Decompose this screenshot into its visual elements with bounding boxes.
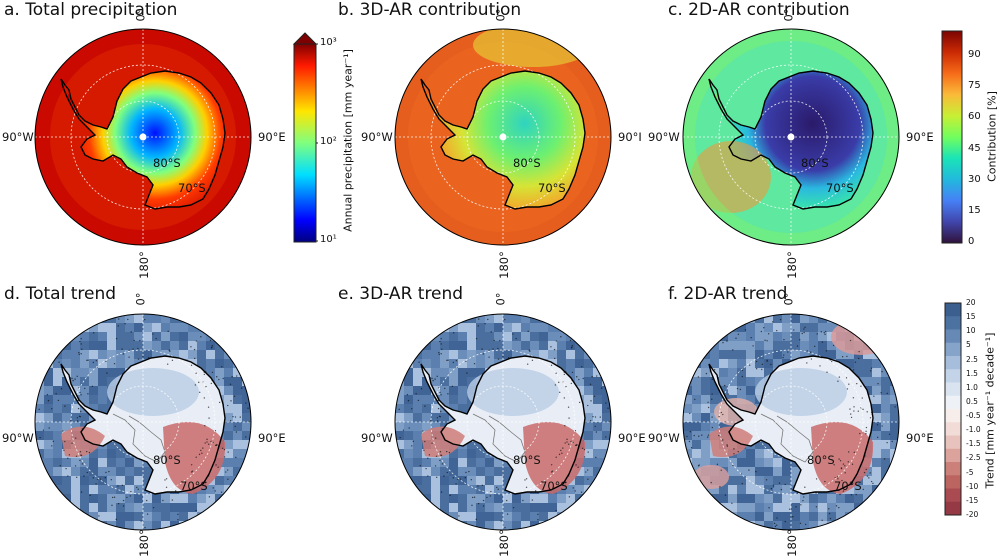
trend-tick: -2.5 (966, 453, 981, 463)
trend-colorbar (944, 302, 962, 516)
panel-d-lon-bottom: 180° (136, 529, 151, 557)
panel-f-lat-inner: 80°S (807, 453, 835, 467)
panel-f-title: f. 2D-AR trend (668, 284, 788, 304)
contribution-colorbar (941, 30, 963, 244)
panel-f-lon-left: 90°W (648, 431, 680, 445)
panel-f-lon-top: 0° (781, 292, 796, 306)
map-panel-f (682, 313, 900, 531)
map-panel-a (34, 28, 252, 246)
panel-c-lon-left: 90°W (648, 130, 680, 144)
panel-c-lon-right: 90°E (906, 130, 934, 144)
map-panel-b (394, 28, 612, 246)
panel-e-lon-top: 0° (493, 292, 508, 306)
panel-b-lon-bottom: 180° (496, 251, 511, 279)
panel-d-lat-outer: 70°S (180, 479, 208, 493)
panel-e-lon-right: 90°E (618, 431, 646, 445)
map-panel-d (34, 313, 252, 531)
panel-b-lat-inner: 80°S (513, 156, 541, 170)
contrib-tick-30: 30 (968, 174, 981, 185)
panel-c-title: c. 2D-AR contribution (668, 0, 850, 20)
panel-d-lon-top: 0° (133, 292, 148, 306)
precip-colorbar (292, 32, 318, 243)
trend-tick: -20 (966, 510, 979, 519)
panel-d-lon-left: 90°W (2, 431, 34, 445)
panel-f-lat-outer: 70°S (834, 479, 862, 493)
contrib-tick-15: 15 (968, 205, 981, 216)
trend-tick: 1.0 (966, 382, 978, 392)
panel-d-title: d. Total trend (4, 284, 117, 304)
precip-colorbar-label: Annual precipitation [mm year⁻¹] (341, 49, 355, 232)
trend-tick: -0.5 (966, 411, 981, 421)
panel-d-lat-inner: 80°S (153, 453, 181, 467)
panel-c-lon-top: 0° (781, 8, 796, 22)
trend-tick: 1.5 (966, 368, 978, 378)
panel-a-lon-right: 90°E (258, 130, 286, 144)
trend-tick: 20 (966, 298, 976, 307)
precip-tick-1000: 10³ (320, 37, 337, 48)
trend-tick: -1.5 (966, 439, 981, 449)
panel-e-lat-inner: 80°S (513, 453, 541, 467)
panel-b-lon-left: 90°W (361, 130, 393, 144)
panel-e-lat-outer: 70°S (540, 479, 568, 493)
panel-c-lat-outer: 70°S (826, 181, 854, 195)
panel-e-lon-bottom: 180° (496, 529, 511, 557)
panel-a-lon-top: 0° (133, 8, 148, 22)
panel-a-lat-outer: 70°S (178, 181, 206, 195)
panel-e-lon-left: 90°W (361, 431, 393, 445)
panel-e-title: e. 3D-AR trend (338, 284, 464, 304)
trend-tick: 5 (966, 340, 971, 350)
contrib-tick-60: 60 (968, 111, 981, 122)
panel-b-lat-outer: 70°S (538, 181, 566, 195)
panel-d-lon-right: 90°E (258, 431, 286, 445)
map-panel-e (394, 313, 612, 531)
trend-tick: -10 (966, 481, 979, 491)
panel-f-lon-right: 90°E (906, 431, 934, 445)
panel-f-lon-bottom: 180° (784, 529, 799, 557)
panel-c-lon-bottom: 180° (784, 251, 799, 279)
panel-a-lon-left: 90°W (2, 130, 34, 144)
precip-tick-100: 10² (320, 136, 337, 147)
panel-b-lon-right: 90°I (618, 130, 642, 144)
trend-tick: -5 (966, 467, 974, 477)
panel-b-lon-top: 0° (493, 8, 508, 22)
contrib-tick-45: 45 (968, 143, 981, 154)
contrib-tick-0: 0 (968, 236, 975, 247)
contribution-colorbar-label: Contribution [%] (985, 91, 999, 182)
precip-tick-10: 10¹ (320, 234, 337, 245)
trend-tick: 15 (966, 312, 976, 322)
panel-a-lat-inner: 80°S (153, 156, 181, 170)
trend-tick: 0.5 (966, 396, 978, 406)
trend-tick: -1.0 (966, 425, 981, 435)
panel-a-lon-bottom: 180° (136, 251, 151, 279)
panel-b-title: b. 3D-AR contribution (338, 0, 522, 20)
contrib-tick-75: 75 (968, 80, 981, 91)
contrib-tick-90: 90 (968, 49, 981, 60)
panel-c-lat-inner: 80°S (801, 156, 829, 170)
panel-a-title: a. Total precipitation (4, 0, 178, 20)
trend-tick: 10 (966, 326, 976, 336)
trend-tick: -15 (966, 495, 979, 505)
map-panel-c (682, 28, 900, 246)
trend-tick: 2.5 (966, 354, 978, 364)
trend-colorbar-label: Trend [mm year⁻¹ decade⁻¹] (983, 332, 997, 489)
